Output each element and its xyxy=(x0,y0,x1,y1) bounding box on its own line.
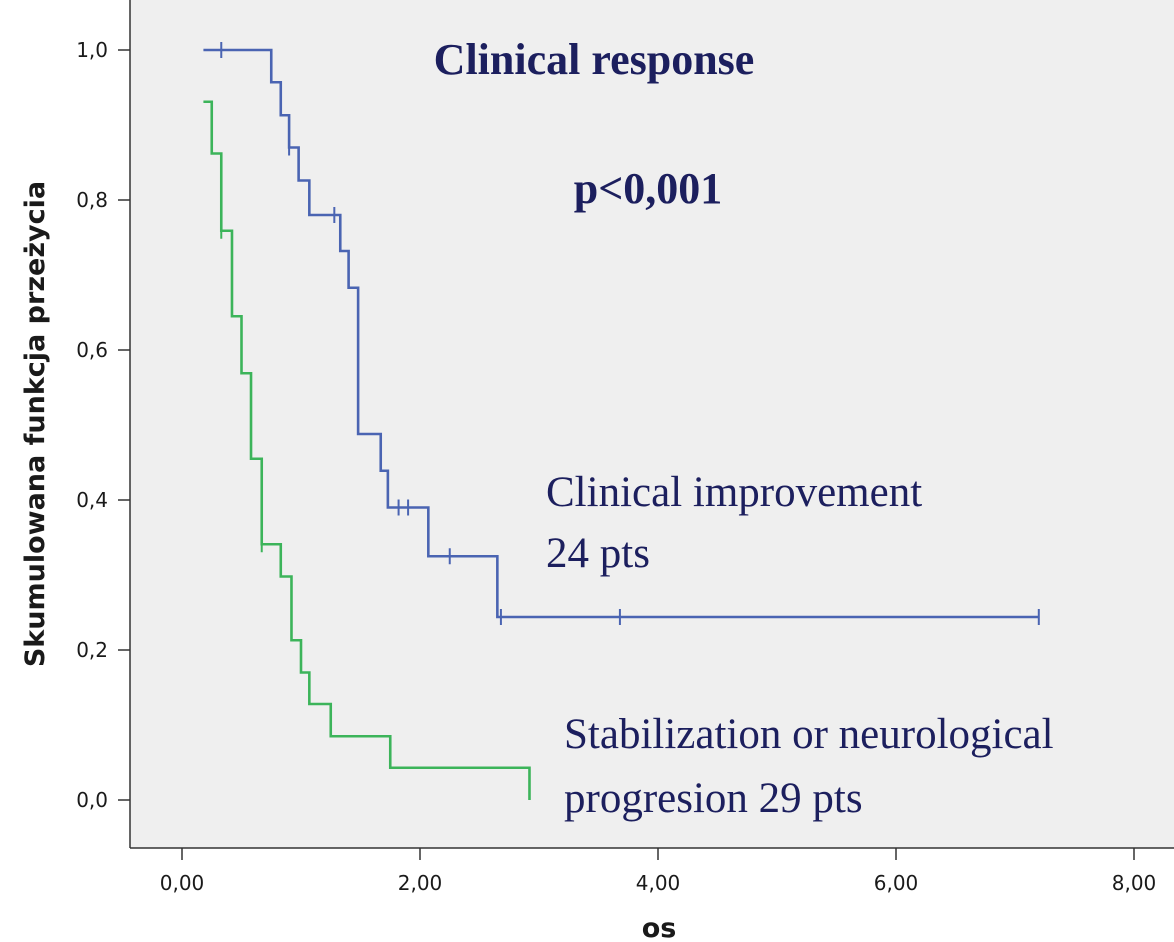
series-layer xyxy=(203,42,1040,800)
y-tick-label: 0,8 xyxy=(76,188,108,212)
series-0-curve xyxy=(203,48,1039,619)
y-tick-label: 0,6 xyxy=(76,338,108,362)
x-tick-label: 2,00 xyxy=(398,871,443,895)
y-tick-label: 1,0 xyxy=(76,38,108,62)
chart-title: Clinical response xyxy=(434,35,755,84)
y-tick-label: 0,0 xyxy=(76,788,108,812)
series-1-curve xyxy=(203,100,531,800)
x-tick-label: 8,00 xyxy=(1112,871,1157,895)
series-label-stabilization-line2: progresion 29 pts xyxy=(564,775,863,822)
x-axis-title: os xyxy=(642,913,677,942)
x-tick-label: 0,00 xyxy=(160,871,205,895)
series-label-improvement-line2: 24 pts xyxy=(546,530,650,577)
series-label-improvement-line1: Clinical improvement xyxy=(546,469,922,516)
p-value-annotation: p<0,001 xyxy=(574,164,723,213)
y-axis-title: Skumulowana funkcja przeżycia xyxy=(20,181,51,667)
x-tick-label: 4,00 xyxy=(636,871,681,895)
axis-ticks: 0,0 0,2 0,4 0,6 0,8 1,0 0,00 2,00 4,00 6,00 8,00 xyxy=(76,38,1156,895)
x-tick-label: 6,00 xyxy=(874,871,919,895)
series-label-stabilization-line1: Stabilization or neurological xyxy=(564,711,1054,758)
plot-background xyxy=(130,0,1174,848)
y-tick-label: 0,4 xyxy=(76,488,108,512)
y-tick-label: 0,2 xyxy=(76,638,108,662)
